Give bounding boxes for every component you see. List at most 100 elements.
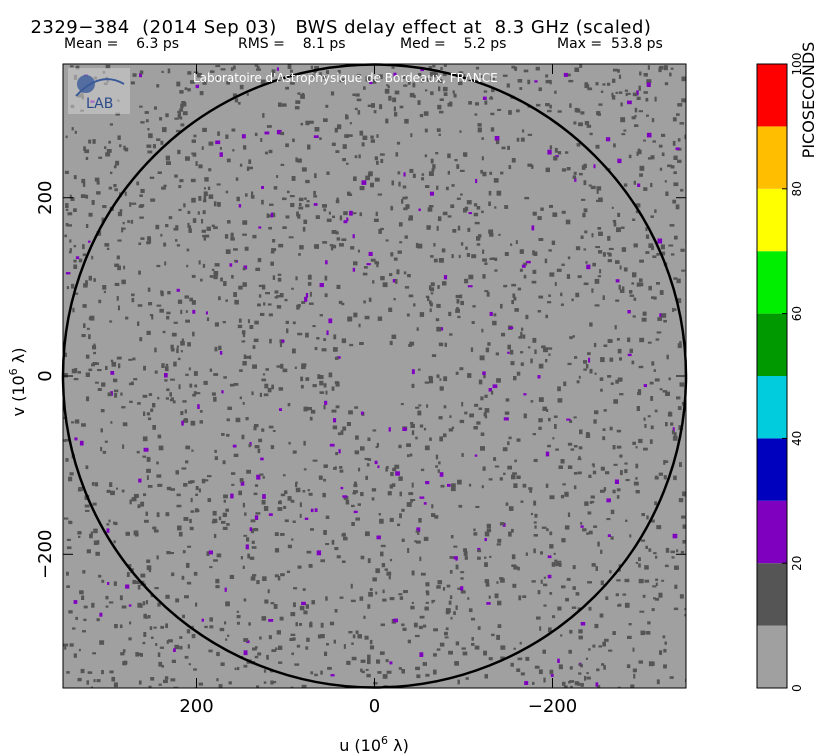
delay-cell	[582, 528, 587, 532]
delay-cell	[650, 155, 655, 160]
delay-cell	[507, 344, 511, 350]
delay-cell	[684, 607, 686, 611]
delay-cell	[182, 400, 187, 403]
delay-cell	[578, 629, 583, 634]
delay-cell	[85, 509, 90, 512]
delay-cell	[156, 474, 162, 478]
delay-cell	[650, 425, 654, 430]
delay-cell	[427, 207, 433, 212]
delay-cell	[442, 86, 448, 92]
delay-cell	[579, 429, 583, 435]
delay-cell	[680, 188, 684, 192]
delay-cell	[619, 289, 625, 293]
delay-cell	[334, 609, 338, 613]
delay-cell	[162, 330, 166, 334]
delay-cell	[490, 390, 494, 395]
delay-cell	[393, 257, 398, 261]
delay-cell	[220, 662, 225, 666]
delay-cell	[361, 180, 367, 185]
delay-cell	[165, 512, 170, 517]
delay-cell	[656, 253, 660, 256]
delay-cell	[250, 528, 254, 534]
delay-cell	[352, 492, 357, 495]
delay-cell	[95, 551, 100, 556]
delay-cell	[478, 75, 483, 78]
delay-cell	[170, 344, 174, 350]
delay-cell	[594, 304, 600, 307]
delay-cell	[561, 538, 566, 543]
delay-cell	[378, 228, 382, 234]
delay-cell	[411, 430, 415, 436]
delay-cell	[463, 152, 467, 157]
delay-cell	[77, 677, 82, 682]
delay-cell	[616, 579, 621, 582]
delay-cell	[127, 220, 130, 223]
delay-cell	[524, 196, 530, 200]
delay-cell	[517, 566, 520, 571]
delay-cell	[498, 233, 501, 236]
delay-cell	[569, 666, 573, 670]
delay-cell	[583, 282, 589, 286]
delay-cell	[480, 396, 484, 401]
colorbar-bin	[757, 438, 787, 501]
delay-cell	[331, 409, 337, 413]
delay-cell	[219, 351, 223, 355]
delay-cell	[448, 650, 453, 655]
delay-cell	[224, 621, 227, 625]
delay-cell	[426, 404, 429, 408]
delay-cell	[378, 513, 381, 516]
delay-cell	[579, 64, 583, 68]
delay-cell	[649, 439, 653, 444]
delay-cell	[282, 368, 288, 373]
delay-cell	[100, 409, 105, 413]
delay-cell	[164, 676, 169, 680]
delay-cell	[313, 195, 318, 198]
delay-cell	[263, 506, 269, 511]
delay-cell	[603, 409, 607, 412]
delay-cell	[254, 655, 259, 659]
delay-cell	[222, 512, 227, 517]
delay-cell	[145, 615, 148, 619]
delay-cell	[336, 237, 341, 241]
delay-cell	[199, 420, 203, 424]
delay-cell	[257, 258, 262, 263]
delay-cell	[413, 622, 418, 628]
delay-cell	[584, 121, 590, 126]
delay-cell	[170, 348, 175, 352]
delay-cell	[656, 525, 662, 530]
delay-cell	[105, 605, 109, 608]
delay-cell	[599, 269, 602, 274]
delay-cell	[460, 586, 464, 591]
delay-cell	[289, 637, 294, 641]
delay-cell	[274, 574, 279, 578]
delay-cell	[137, 321, 140, 326]
delay-cell	[190, 80, 195, 84]
delay-cell	[159, 646, 164, 649]
delay-cell	[354, 406, 358, 409]
delay-cell	[523, 413, 527, 419]
delay-cell	[261, 284, 266, 290]
delay-cell	[154, 370, 158, 374]
delay-cell	[380, 623, 385, 627]
delay-cell	[123, 265, 126, 270]
delay-cell	[337, 70, 341, 74]
delay-cell	[489, 97, 494, 100]
delay-cell	[438, 86, 441, 92]
delay-cell	[541, 526, 547, 529]
delay-cell	[590, 495, 595, 499]
delay-cell	[113, 540, 116, 544]
delay-cell	[82, 570, 86, 574]
delay-cell	[479, 355, 485, 361]
delay-cell	[609, 357, 614, 362]
delay-cell	[501, 146, 506, 150]
delay-cell	[323, 338, 326, 341]
delay-cell	[254, 132, 258, 137]
delay-cell	[152, 144, 156, 149]
delay-cell	[227, 406, 232, 410]
delay-cell	[401, 199, 404, 204]
delay-cell	[242, 402, 245, 405]
delay-cell	[179, 636, 183, 639]
delay-cell	[455, 605, 458, 610]
delay-cell	[305, 120, 310, 126]
delay-cell	[417, 243, 423, 249]
